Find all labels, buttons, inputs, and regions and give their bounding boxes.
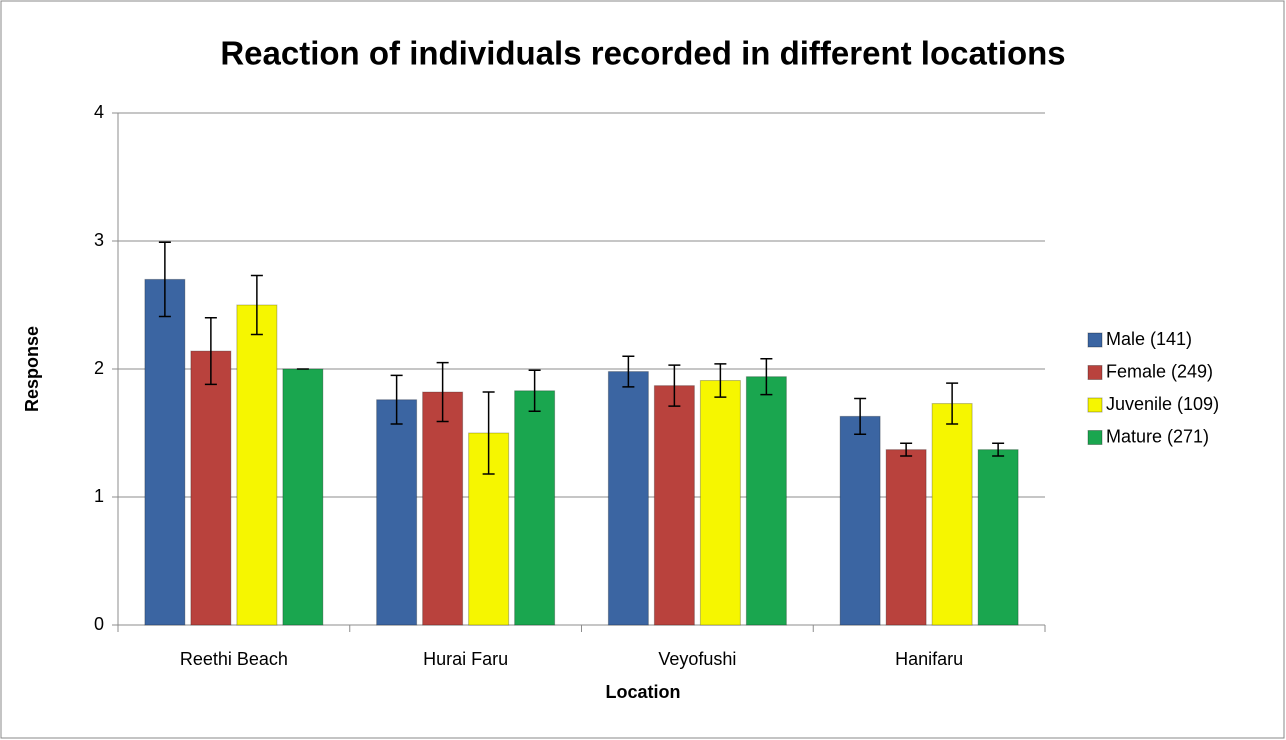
legend-label: Male (141)	[1106, 329, 1192, 349]
bar	[422, 391, 464, 626]
error-bar	[854, 397, 867, 436]
error-bar	[992, 442, 1005, 457]
bar	[514, 390, 556, 626]
error-bar	[250, 274, 263, 336]
chart-title: Reaction of individuals recorded in diff…	[220, 35, 1065, 72]
bar	[839, 415, 881, 626]
y-axis-label: Response	[22, 326, 42, 412]
bar	[699, 380, 741, 626]
legend-swatch	[1087, 397, 1103, 413]
bar	[282, 368, 324, 626]
x-tick-label: Hurai Faru	[423, 649, 508, 669]
legend-label: Juvenile (109)	[1106, 394, 1219, 414]
x-tick-label: Veyofushi	[658, 649, 736, 669]
legend-label: Female (249)	[1106, 361, 1213, 381]
y-tick-label: 1	[94, 486, 104, 506]
x-tick-label: Hanifaru	[895, 649, 963, 669]
error-bar	[760, 358, 773, 396]
error-bar	[668, 364, 681, 407]
error-bar	[714, 363, 727, 398]
bar	[745, 376, 787, 626]
bar	[190, 350, 232, 626]
error-bar	[436, 361, 449, 423]
error-bar	[390, 374, 403, 425]
legend-swatch	[1087, 430, 1103, 445]
error-bar	[528, 369, 541, 412]
bar	[653, 385, 695, 626]
y-tick-label: 3	[94, 230, 104, 250]
error-bar	[204, 317, 217, 386]
error-bar	[946, 382, 959, 425]
error-bar	[482, 391, 495, 475]
bar	[376, 399, 418, 626]
error-bar	[158, 241, 171, 318]
legend-swatch	[1087, 365, 1103, 380]
x-axis-label: Location	[606, 682, 681, 702]
legend-swatch	[1087, 332, 1103, 348]
legend-label: Mature (271)	[1106, 426, 1209, 446]
bar	[931, 403, 973, 626]
bar	[144, 278, 186, 626]
y-tick-label: 0	[94, 614, 104, 634]
y-tick-label: 2	[94, 358, 104, 378]
x-tick-label: Reethi Beach	[180, 649, 288, 669]
bar	[607, 371, 649, 626]
y-tick-label: 4	[94, 102, 104, 122]
bar	[977, 449, 1019, 626]
error-bar	[622, 355, 635, 388]
bar	[885, 449, 927, 626]
error-bar	[900, 442, 913, 457]
bar	[236, 304, 278, 626]
